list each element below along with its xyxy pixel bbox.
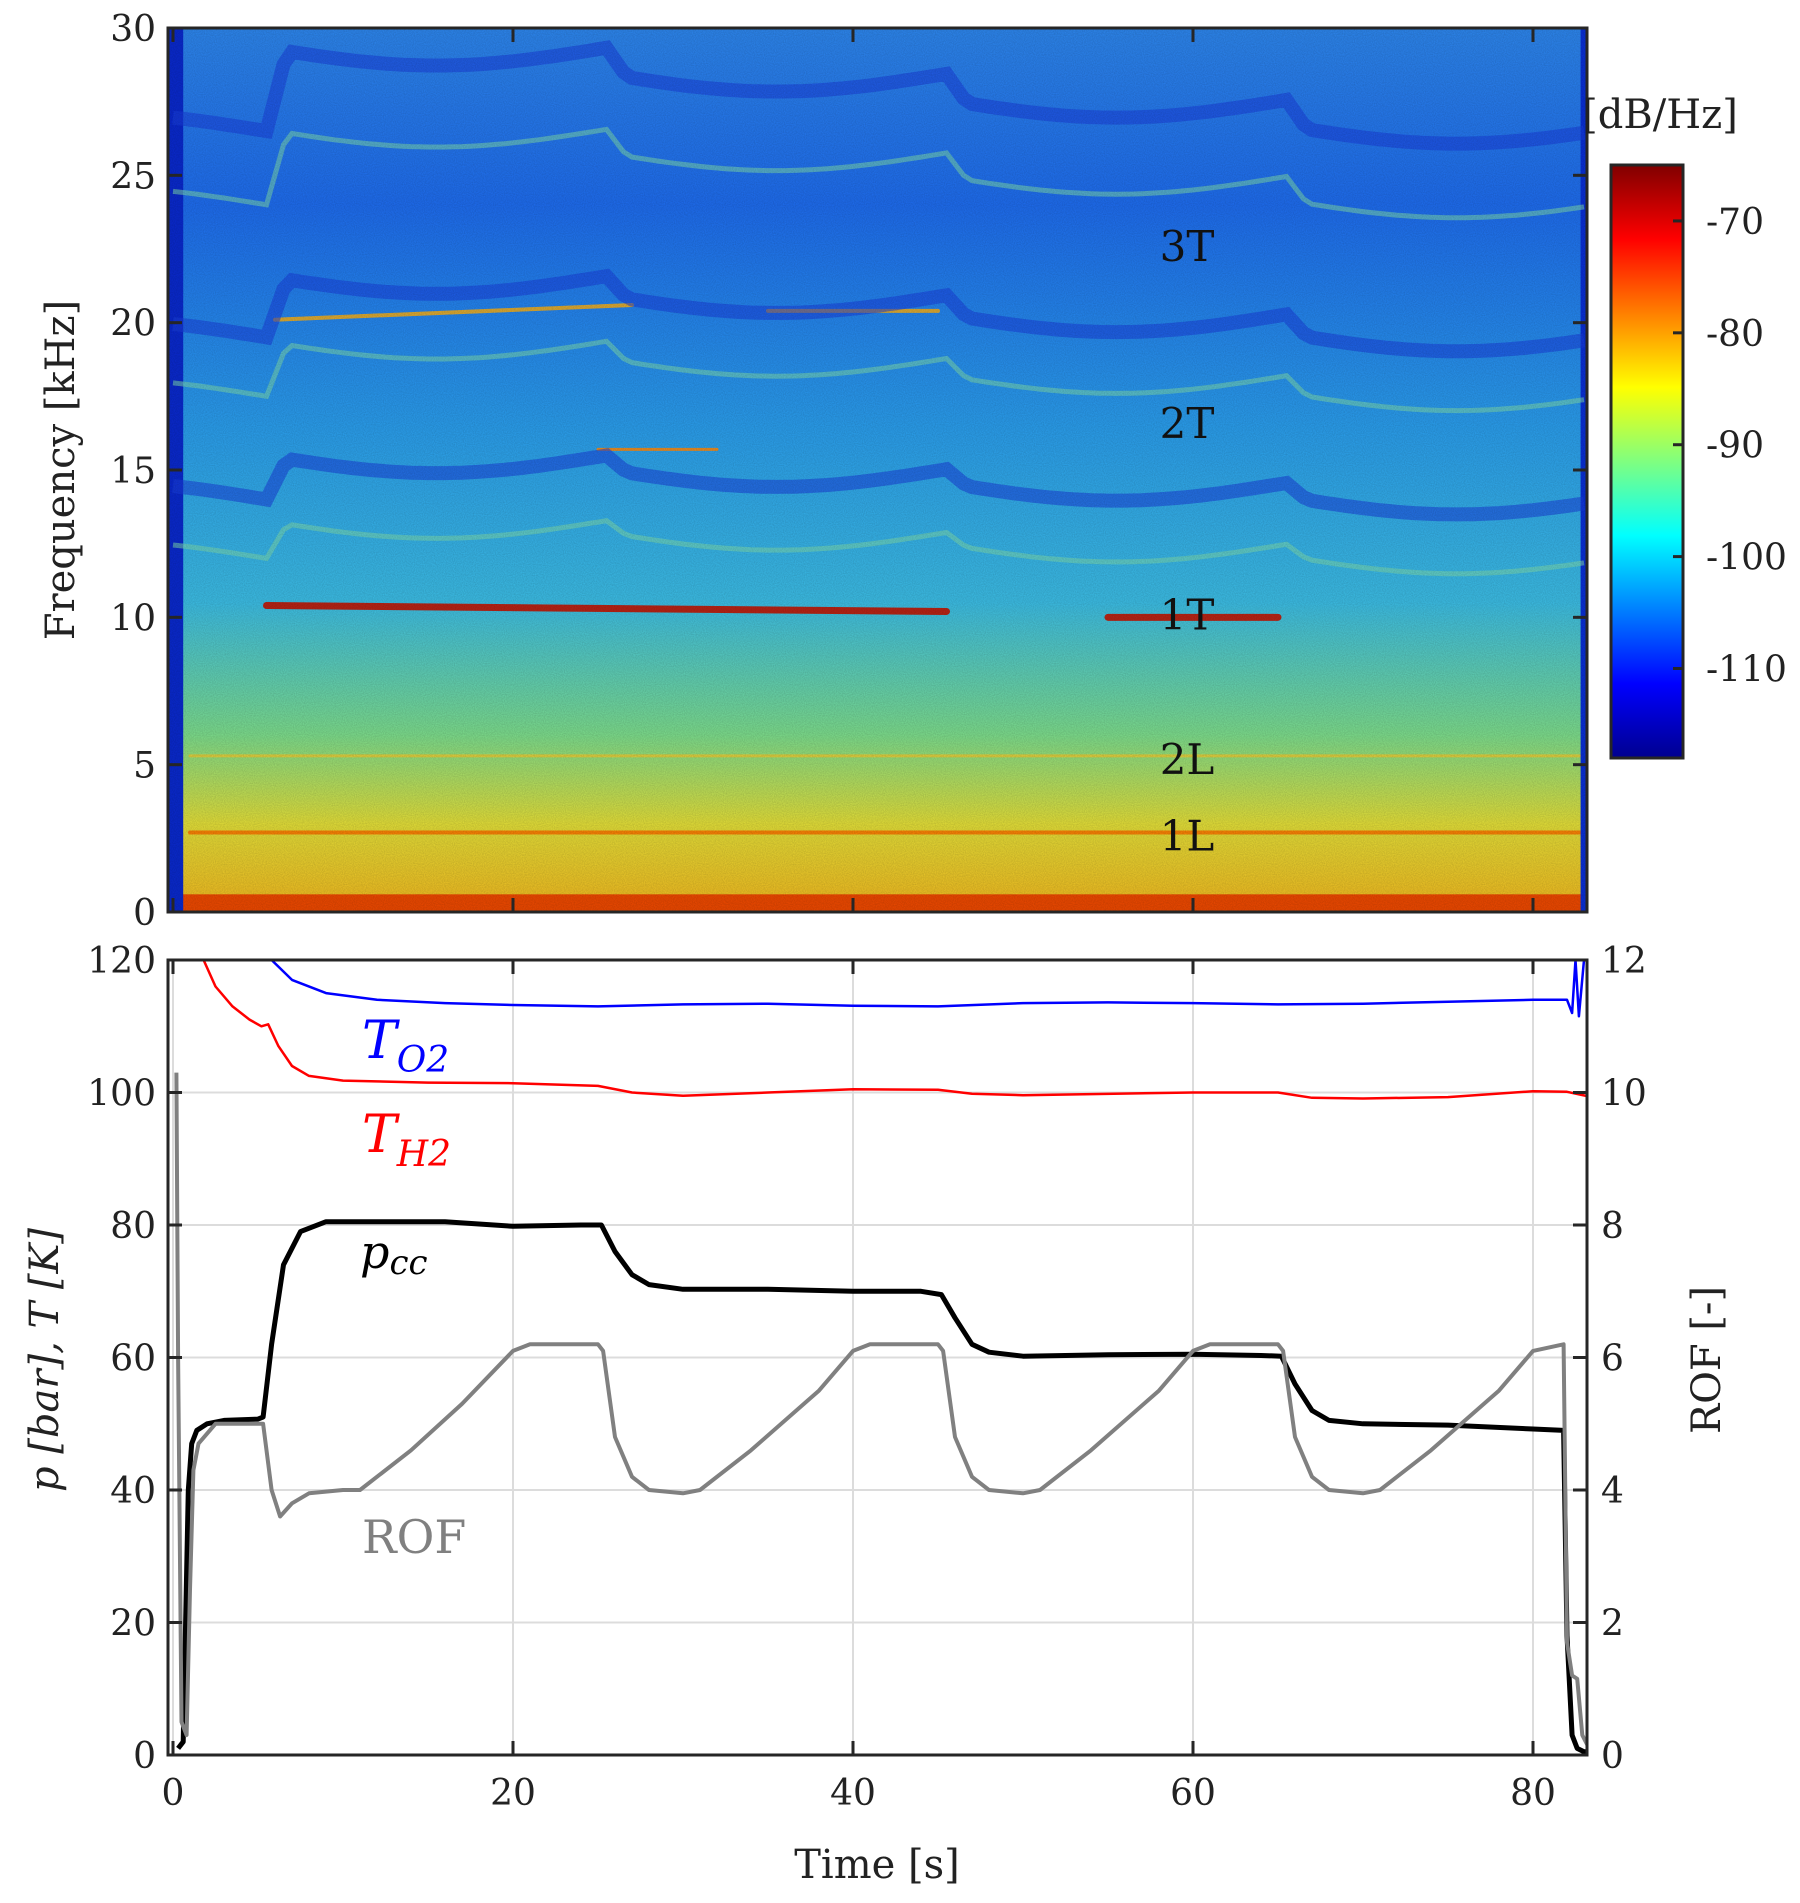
- left-y-tick-label: 40: [110, 1471, 156, 1512]
- colorbar-gradient: [1609, 163, 1685, 760]
- left-y-tick-label: 20: [110, 1604, 156, 1645]
- series-line-t-h2: [202, 960, 1587, 1100]
- mode-label-1T: 1T: [1160, 590, 1215, 639]
- mode-labels: 3T 2T 1T 2L 1L: [1160, 222, 1215, 860]
- x-tick-label: 80: [1510, 1773, 1556, 1814]
- timeseries-right-y-ticks: 0 2 4 6 8 10 12: [1573, 941, 1647, 1777]
- right-y-tick-label: 0: [1601, 1736, 1624, 1777]
- timeseries-left-y-ticks: 0 20 40 60 80 100 120: [87, 941, 182, 1777]
- right-y-tick-label: 4: [1601, 1471, 1624, 1512]
- series-line-t-o2: [270, 960, 1586, 1018]
- right-y-tick-label: 8: [1601, 1206, 1624, 1247]
- y-tick-label: 10: [110, 598, 156, 639]
- right-y-tick-label: 6: [1601, 1339, 1624, 1380]
- spectrogram-y-axis-title: Frequency [kHz]: [38, 300, 84, 640]
- spectrogram-x-ticks: [171, 28, 1535, 912]
- right-y-tick-label: 10: [1601, 1074, 1647, 1115]
- y-tick-label: 0: [133, 893, 156, 934]
- left-y-tick-label: 80: [110, 1206, 156, 1247]
- colorbar-label: [dB/Hz]: [1582, 92, 1738, 138]
- left-y-tick-label: 100: [87, 1074, 156, 1115]
- right-y-tick-label: 2: [1601, 1604, 1624, 1645]
- timeseries-right-y-axis-title: ROF [-]: [1684, 1286, 1730, 1434]
- mode-label-3T: 3T: [1160, 222, 1215, 271]
- mode-label-1L: 1L: [1160, 811, 1215, 860]
- y-tick-label: 5: [133, 746, 156, 787]
- series-lines: [174, 960, 1587, 1755]
- colorbar-tick-label: -80: [1706, 314, 1764, 355]
- spectrogram-y-ticks: 0 5 10 15 20 25 30: [110, 9, 1587, 934]
- x-tick-label: 0: [162, 1773, 185, 1814]
- grid: [168, 959, 1587, 1756]
- timeseries-x-ticks: 0 20 40 60 80: [162, 960, 1556, 1814]
- timeseries-left-y-axis-title: p [bar], T [K]: [22, 1228, 68, 1492]
- mode-label-2L: 2L: [1160, 735, 1215, 784]
- label-p-cc: pcc: [360, 1225, 428, 1283]
- right-y-tick-label: 12: [1601, 941, 1647, 982]
- left-y-tick-label: 120: [87, 941, 156, 982]
- mode-label-2T: 2T: [1160, 399, 1215, 448]
- y-tick-label: 30: [110, 9, 156, 50]
- colorbar-tick-label: -70: [1706, 202, 1764, 243]
- x-tick-label: 40: [830, 1773, 876, 1814]
- x-tick-label: 60: [1170, 1773, 1216, 1814]
- y-tick-label: 25: [110, 156, 156, 197]
- colorbar: [dB/Hz] -70 -80 -90 -100 -110: [1582, 92, 1787, 760]
- colorbar-tick-label: -100: [1706, 538, 1787, 579]
- spectrogram-noise: [168, 28, 1587, 912]
- label-t-h2: TH2: [362, 1105, 451, 1175]
- series-line-p-cc: [176, 1219, 1587, 1755]
- colorbar-ticks: -70 -80 -90 -100 -110: [1673, 202, 1787, 690]
- label-rof: ROF: [362, 1510, 466, 1564]
- y-tick-label: 15: [110, 451, 156, 492]
- y-tick-label: 20: [110, 304, 156, 345]
- left-y-tick-label: 0: [133, 1736, 156, 1777]
- colorbar-tick-label: -110: [1706, 649, 1787, 690]
- x-axis-title: Time [s]: [794, 1842, 960, 1888]
- label-t-o2: TO2: [362, 1011, 449, 1081]
- left-y-tick-label: 60: [110, 1339, 156, 1380]
- spectrogram-axes: 0 5 10 15 20 25 30 3T 2T 1T 2L 1L Frequency [kHz]: [38, 9, 1589, 934]
- series-line-rof: [174, 1072, 1587, 1749]
- x-tick-label: 20: [490, 1773, 536, 1814]
- colorbar-tick-label: -90: [1706, 426, 1764, 467]
